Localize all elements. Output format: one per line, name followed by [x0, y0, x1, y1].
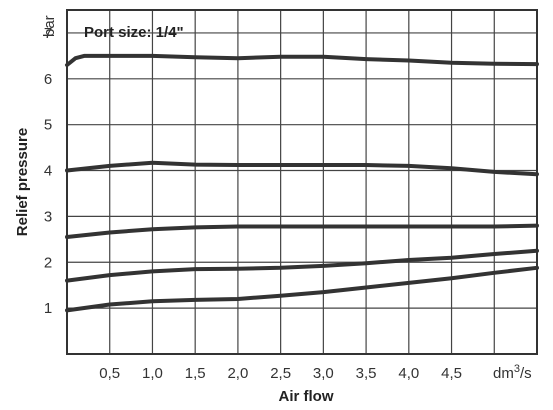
- port-size-annotation: Port size: 1/4": [84, 24, 184, 41]
- y-axis-title: Relief pressure: [14, 128, 31, 236]
- series-line-5: [65, 265, 539, 313]
- x-unit-base: dm: [493, 365, 514, 382]
- x-tick-label: 4,5: [441, 365, 462, 382]
- series-line-3: [65, 223, 539, 239]
- y-unit-label: bar: [41, 15, 58, 37]
- series-group: [65, 53, 539, 313]
- x-unit-label: dm3/s: [493, 363, 532, 382]
- y-tick-label: 1: [44, 300, 52, 317]
- series-line-1: [65, 53, 539, 67]
- y-tick-label: 4: [44, 163, 52, 180]
- x-axis-title: Air flow: [279, 388, 334, 405]
- x-tick-label: 4,0: [398, 365, 419, 382]
- series-line-2: [65, 160, 539, 177]
- x-tick-label: 3,0: [313, 365, 334, 382]
- x-tick-label: 2,0: [227, 365, 248, 382]
- label-group: 1 2 3 4 5 6 7 0,5 1,0 1,5 2,0 2,5 3,0 3,5 4,0 4,5: [44, 25, 462, 382]
- y-tick-label: 5: [44, 117, 52, 134]
- x-tick-label: 0,5: [99, 365, 120, 382]
- x-unit-exp: 3: [514, 363, 520, 375]
- y-tick-label: 7: [44, 25, 52, 42]
- x-tick-label: 1,0: [142, 365, 163, 382]
- plot-frame: [66, 9, 538, 355]
- x-tick-label: 3,5: [356, 365, 377, 382]
- x-unit-tail: /s: [520, 365, 532, 382]
- x-tick-label: 2,5: [270, 365, 291, 382]
- y-tick-label: 2: [44, 254, 52, 271]
- x-tick-label: 1,5: [185, 365, 206, 382]
- series-line-4: [65, 248, 539, 283]
- y-tick-label: 6: [44, 71, 52, 88]
- y-tick-label: 3: [44, 208, 52, 225]
